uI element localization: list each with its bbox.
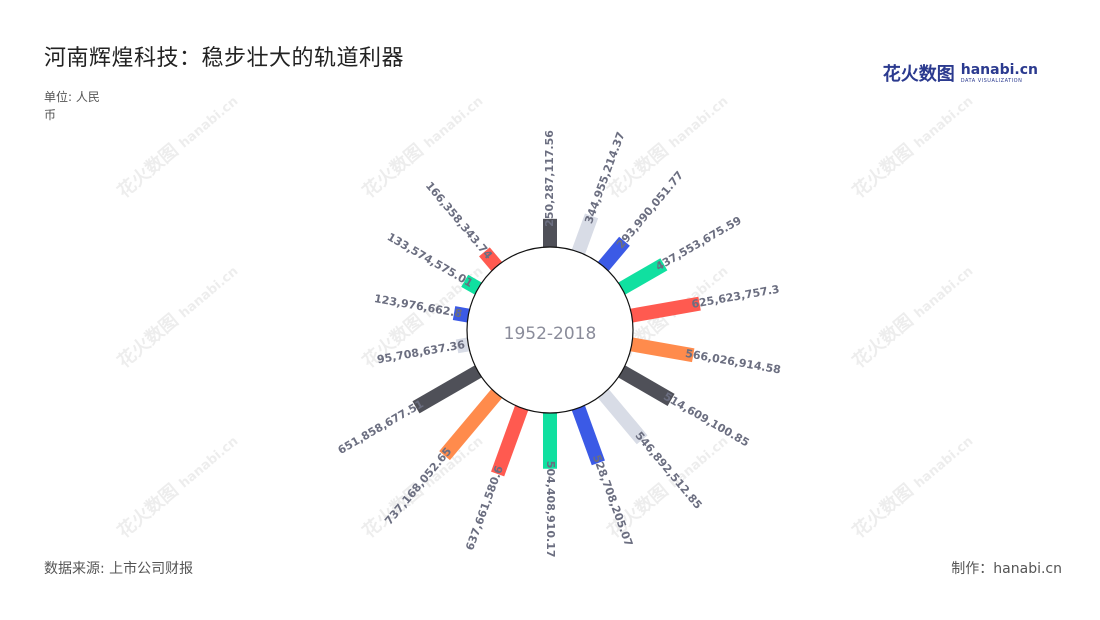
- center-circle: [466, 246, 634, 414]
- logo-sub-text: DATA VISUALIZATION: [960, 77, 1023, 84]
- bar: [629, 337, 695, 363]
- bars-group: [412, 213, 701, 477]
- data-source: 数据来源: 上市公司财报: [44, 561, 194, 577]
- bar: [597, 236, 630, 272]
- data-label: 566,026,914.58: [684, 347, 782, 377]
- bar: [491, 404, 529, 477]
- brand-logo: 花火数图 hanabi.cn DATA VISUALIZATION: [883, 60, 1038, 86]
- data-label: 437,553,675.59: [653, 214, 743, 274]
- data-label: 250,287,117.56: [543, 130, 556, 227]
- watermark-en: hanabi.cn: [177, 434, 242, 492]
- watermark-en: hanabi.cn: [912, 264, 977, 322]
- watermark-en: hanabi.cn: [912, 434, 977, 492]
- watermark-en: hanabi.cn: [667, 94, 732, 152]
- bar: [412, 364, 483, 414]
- watermark-cn: 花火数图: [848, 479, 917, 542]
- data-label: 133,574,575.01: [385, 230, 475, 290]
- watermark-en: hanabi.cn: [177, 94, 242, 152]
- unit-label: 单位: 人民币: [44, 90, 100, 122]
- bar: [571, 213, 599, 256]
- watermark-en: hanabi.cn: [912, 94, 977, 152]
- bar: [543, 218, 557, 248]
- logo-en-block: hanabi.cn DATA VISUALIZATION: [961, 63, 1038, 84]
- bar: [439, 388, 503, 461]
- watermark-en: hanabi.cn: [177, 264, 242, 322]
- bar: [571, 404, 605, 466]
- data-label: 737,168,052.65: [382, 445, 454, 527]
- watermark-cn: 花火数图: [113, 309, 182, 372]
- watermark-cn: 花火数图: [358, 139, 427, 202]
- logo-cn-text: 花火数图: [882, 64, 955, 85]
- bar: [597, 388, 648, 445]
- bar: [617, 364, 675, 406]
- bar: [452, 306, 471, 323]
- bar: [543, 412, 557, 469]
- watermark-cn: 花火数图: [113, 479, 182, 542]
- data-label: 514,609,100.85: [661, 390, 751, 450]
- watermark-cn: 花火数图: [113, 139, 182, 202]
- data-label: 504,408,910.17: [544, 461, 557, 558]
- watermark-cn: 花火数图: [848, 309, 917, 372]
- bar: [617, 258, 668, 296]
- watermark-en: hanabi.cn: [422, 94, 487, 152]
- data-label: 637,661,580.6: [463, 464, 506, 552]
- data-label: 166,358,343.74: [423, 179, 495, 262]
- center-label: 1952-2018: [504, 324, 597, 344]
- bar: [455, 337, 471, 354]
- maker-credit: 制作：hanabi.cn: [951, 561, 1062, 577]
- watermark-cn: 花火数图: [848, 139, 917, 202]
- logo-en-text: hanabi.cn: [960, 61, 1038, 78]
- chart-title: 河南辉煌科技：稳步壮大的轨道利器: [44, 46, 405, 71]
- bar: [629, 296, 701, 323]
- data-label: 651,858,677.51: [336, 397, 426, 457]
